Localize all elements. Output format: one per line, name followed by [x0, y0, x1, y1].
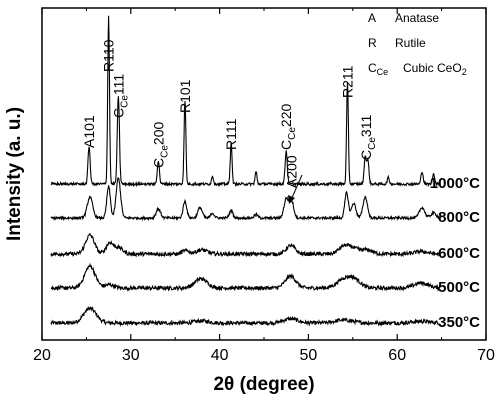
legend-name-main: Cubic CeO — [403, 61, 462, 75]
series-label: 500°C — [438, 279, 480, 296]
peak-label-hkl: 220 — [278, 104, 294, 128]
series-label: 800°C — [438, 209, 480, 226]
peak-label: R111 — [223, 118, 239, 150]
series-line-500c — [50, 262, 441, 293]
legend-name-main: Anatase — [395, 11, 439, 25]
legend-entry-name: Cubic CeO2 — [403, 61, 467, 77]
x-tick-label: 70 — [477, 347, 495, 364]
peak-label: R211 — [340, 65, 356, 98]
peak-label: R101 — [177, 79, 193, 113]
y-axis-title: Intensity (a. u.) — [4, 107, 25, 241]
peak-label: CCe311 — [358, 115, 378, 160]
peak-label: A101 — [81, 115, 97, 148]
peak-label-sub: Ce — [287, 127, 298, 140]
legend-entry-name: Anatase — [395, 11, 439, 25]
peak-label-main: C — [278, 140, 294, 150]
x-tick-label: 20 — [33, 347, 51, 364]
legend-key-sub: Ce — [377, 67, 389, 77]
legend-key-main: R — [368, 36, 377, 50]
peak-label-main: R110 — [101, 39, 117, 72]
legend-key: R — [368, 36, 377, 50]
a200-arrow-line — [290, 174, 303, 201]
peak-label-sub: Ce — [119, 95, 130, 108]
peak-label-main: C — [358, 150, 374, 160]
peak-label: CCe111 — [110, 74, 130, 118]
peak-label-hkl: 311 — [358, 115, 374, 138]
peak-label-sub: Ce — [367, 137, 378, 150]
series-label: 1000°C — [430, 175, 480, 192]
x-tick-label: 60 — [388, 347, 406, 364]
peak-label: CCe200 — [150, 122, 170, 168]
legend-key: CCe — [368, 61, 388, 77]
peak-label-main: A101 — [81, 115, 97, 148]
peak-label-main: R101 — [177, 79, 193, 113]
x-axis-title: 2θ (degree) — [213, 374, 314, 395]
peak-label-hkl: 200 — [150, 122, 166, 146]
peak-label-main: C — [150, 158, 166, 168]
peak-label: CCe220 — [278, 104, 298, 150]
peak-label-main: A200 — [284, 155, 300, 188]
peak-label-main: C — [110, 108, 126, 118]
peak-label: R110 — [101, 39, 117, 72]
a200-arrow-head — [288, 195, 295, 204]
x-tick-label: 40 — [211, 347, 229, 364]
peak-label-hkl: 111 — [110, 74, 126, 95]
peak-label-main: R211 — [340, 65, 356, 98]
legend-key-main: A — [368, 11, 376, 25]
legend-key: A — [368, 11, 376, 25]
peak-label: A200 — [284, 155, 300, 188]
series-label: 600°C — [438, 245, 480, 262]
x-tick-label: 50 — [300, 347, 318, 364]
series-line-1000c — [50, 15, 441, 188]
series-line-800c — [50, 177, 441, 222]
peak-label-main: R111 — [223, 118, 239, 150]
legend-entry-name: Rutile — [395, 36, 426, 50]
series-label: 350°C — [438, 314, 480, 331]
x-tick-label: 30 — [122, 347, 140, 364]
legend-key-main: C — [368, 61, 377, 75]
legend-name-main: Rutile — [395, 36, 426, 50]
legend-name-sub: 2 — [462, 67, 467, 77]
series-line-350c — [50, 305, 441, 327]
peak-label-sub: Ce — [159, 145, 170, 158]
series-line-600c — [50, 233, 441, 258]
